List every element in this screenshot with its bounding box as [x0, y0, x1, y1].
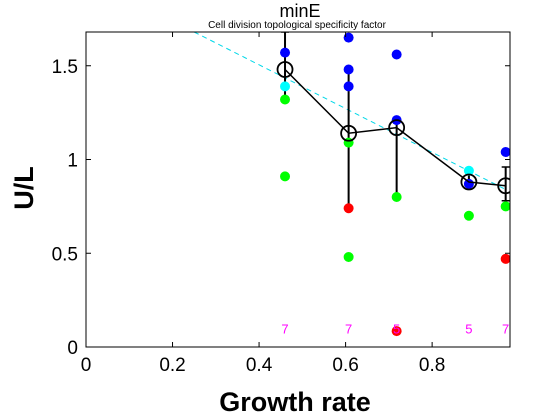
y-tick-label: 1	[67, 151, 78, 172]
plot-area: 7 7 5 5 7	[193, 32, 510, 337]
mean-marker	[276, 61, 294, 78]
chart-subtitle: Cell division topological specificity fa…	[208, 20, 387, 31]
data-point-blue	[343, 81, 354, 92]
data-point-blue	[280, 47, 291, 58]
y-axis-title: U/L	[9, 166, 39, 210]
data-point-cyan	[463, 165, 474, 176]
data-point-blue	[343, 32, 354, 43]
sample-count-label: 7	[502, 321, 509, 336]
data-point-blue	[343, 64, 354, 75]
chart-title: minE	[279, 1, 320, 21]
sample-count-label: 7	[345, 321, 352, 336]
data-point-green	[280, 171, 291, 182]
y-tick-label: 0	[67, 338, 78, 359]
data-point-green	[500, 201, 510, 212]
data-point-blue	[463, 178, 474, 189]
mean-marker	[388, 119, 406, 137]
y-tick-label: 1.5	[52, 57, 78, 78]
sample-count-label: 5	[393, 321, 400, 336]
x-axis-title: Growth rate	[219, 387, 371, 417]
data-point-green	[343, 252, 354, 262]
data-point-red	[343, 203, 354, 214]
sample-count-label: 7	[281, 321, 288, 336]
sample-count-label: 5	[465, 321, 472, 336]
mean-line	[284, 68, 506, 187]
marks-layer: 7 7 5 5 7	[193, 32, 510, 337]
data-point-green	[463, 210, 474, 221]
x-tick-label: 0.4	[246, 355, 273, 376]
ticks-layer: 0 0.2 0.4 0.6 0.8 0 0.5 1 1.5	[52, 32, 510, 376]
plot-frame	[85, 31, 511, 348]
fit-line	[193, 32, 506, 190]
data-point-blue	[500, 147, 510, 157]
data-point-green	[391, 192, 402, 202]
data-point-green	[280, 94, 291, 105]
mean-marker	[497, 177, 510, 195]
mean-marker	[340, 124, 358, 142]
mean-marker	[460, 173, 478, 191]
y-tick-label: 0.5	[52, 244, 78, 265]
x-tick-label: 0	[81, 355, 92, 376]
data-point-red	[391, 326, 402, 337]
x-tick-label: 0.6	[332, 355, 358, 376]
data-point-blue	[391, 49, 402, 60]
x-tick-label: 0.2	[159, 355, 185, 376]
data-point-red	[500, 253, 510, 264]
data-point-cyan	[280, 81, 291, 92]
x-tick-label: 0.8	[419, 355, 445, 376]
